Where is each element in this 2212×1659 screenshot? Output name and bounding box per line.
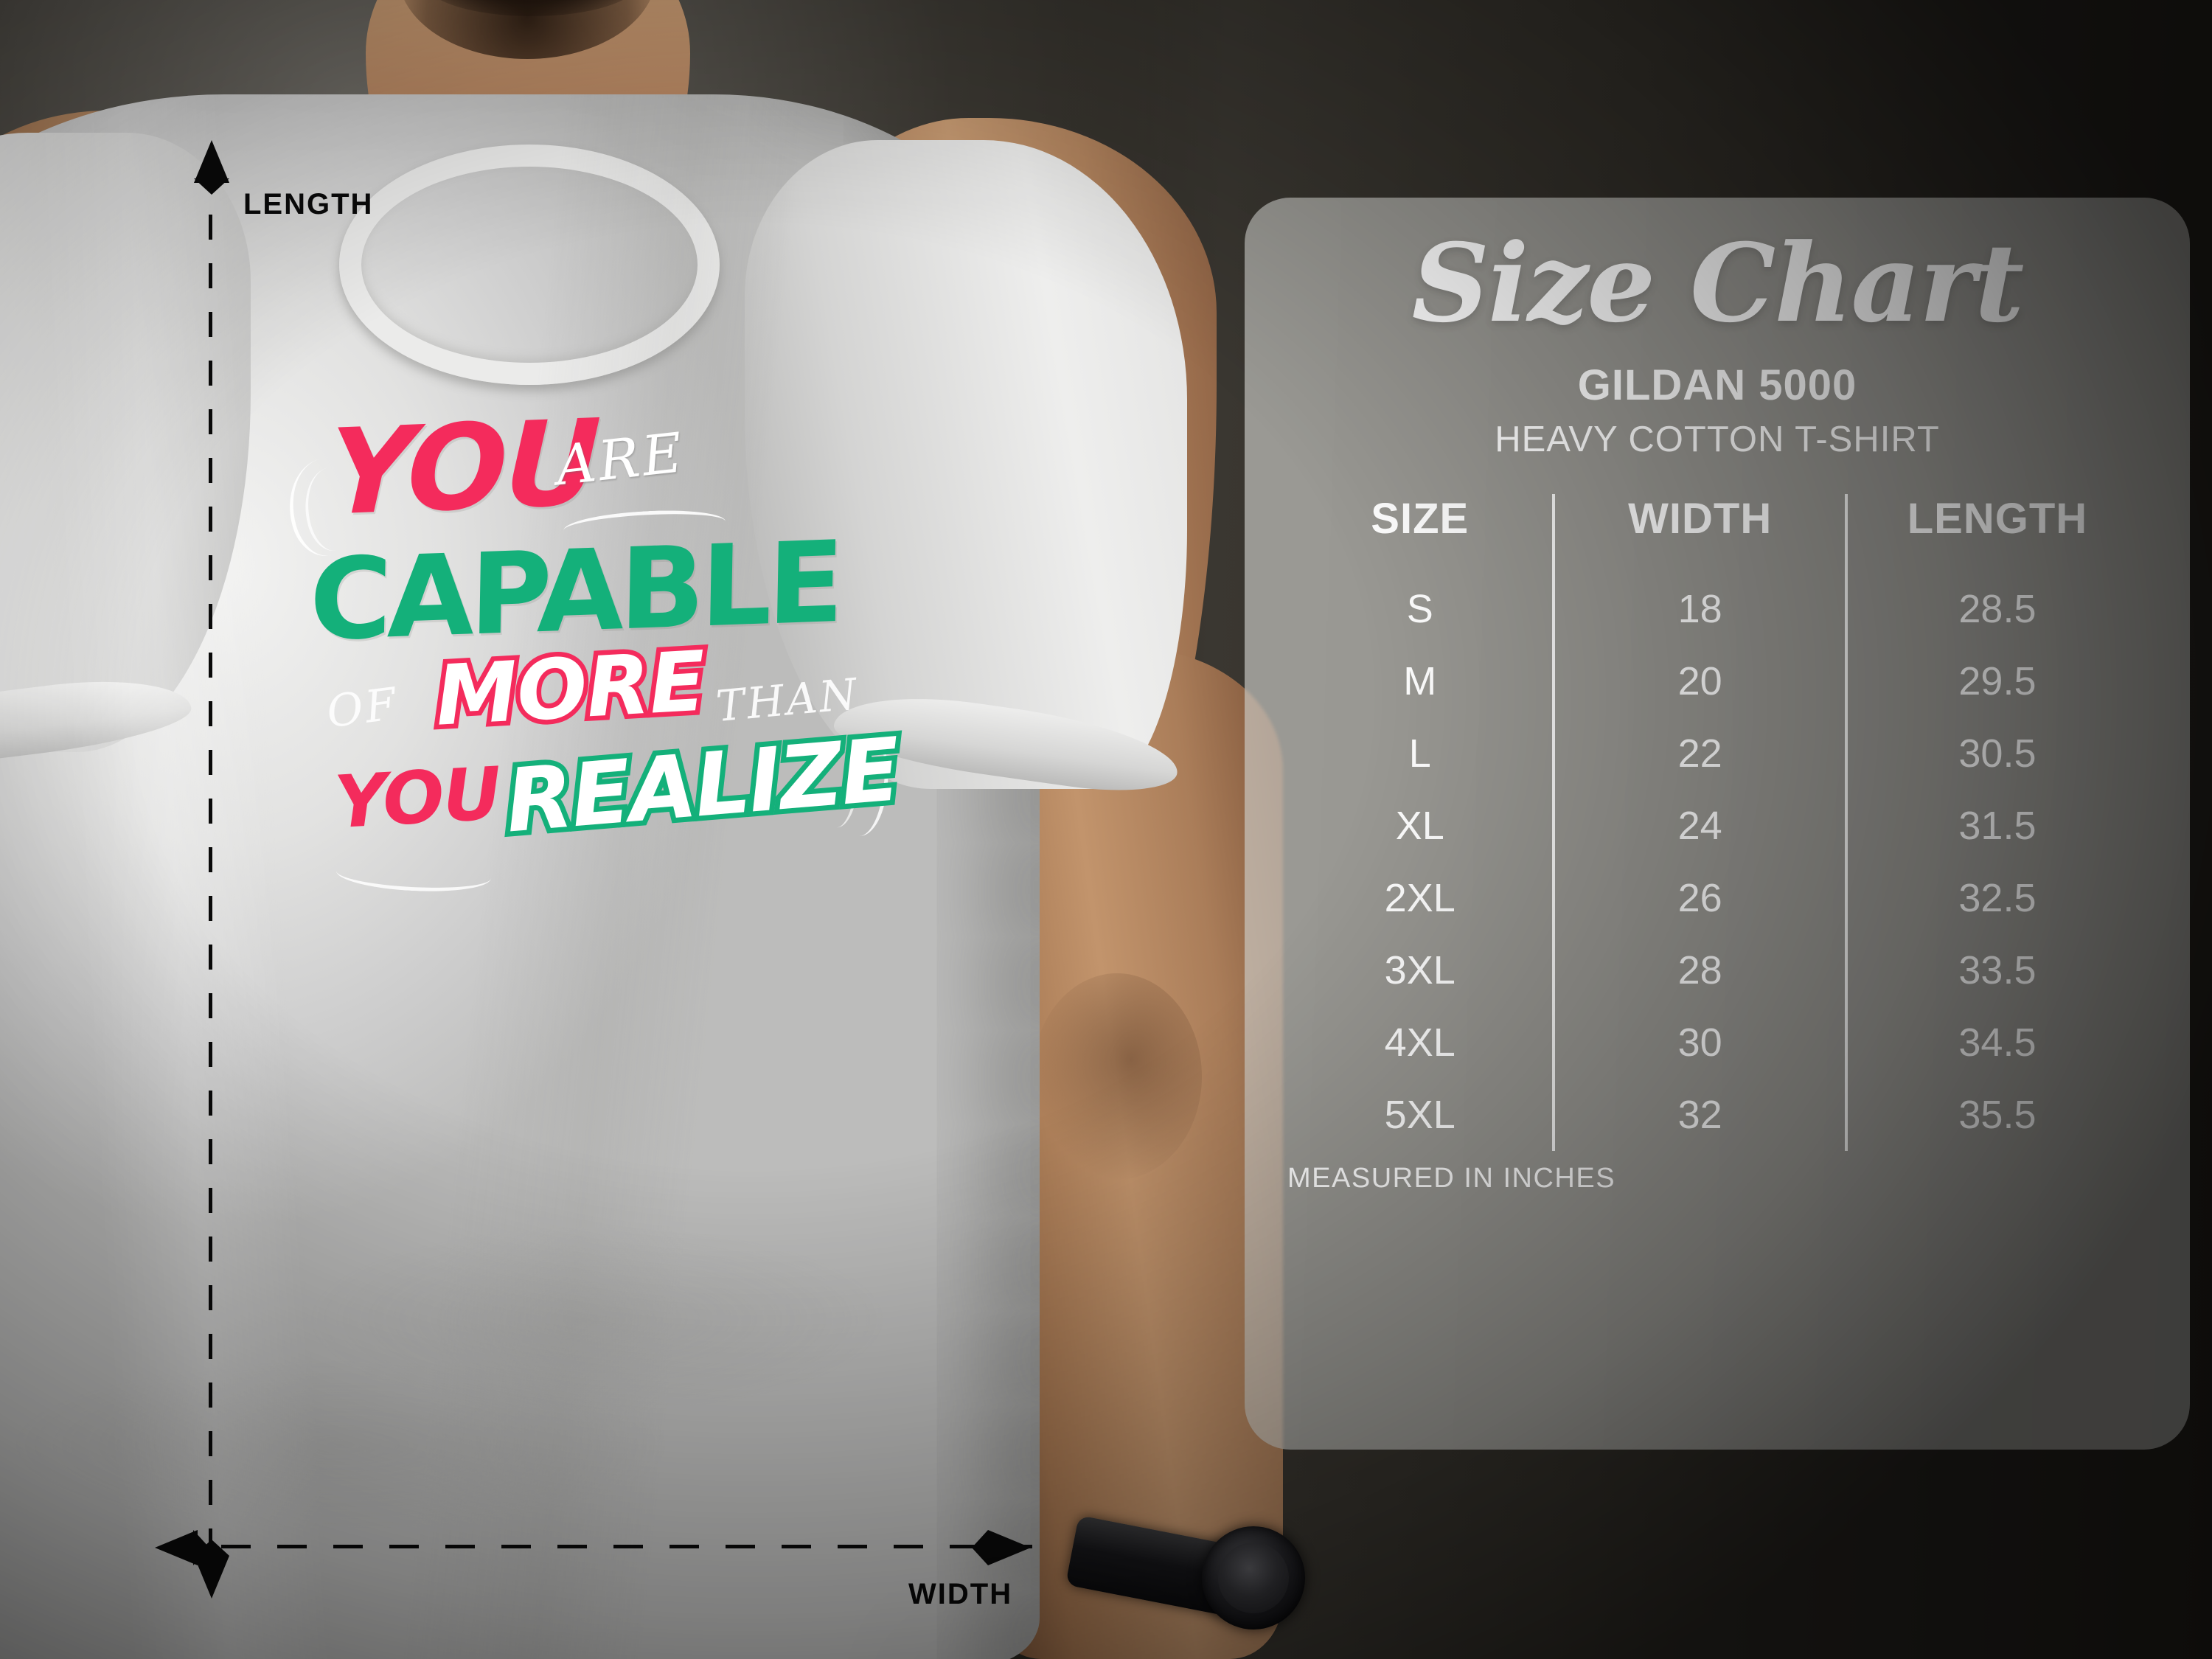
size-chart-mockup: YOU ARE CAPABLE OF MORE THAN YOU REALIZE…	[0, 0, 2212, 1659]
vignette-overlay	[0, 0, 2212, 1659]
